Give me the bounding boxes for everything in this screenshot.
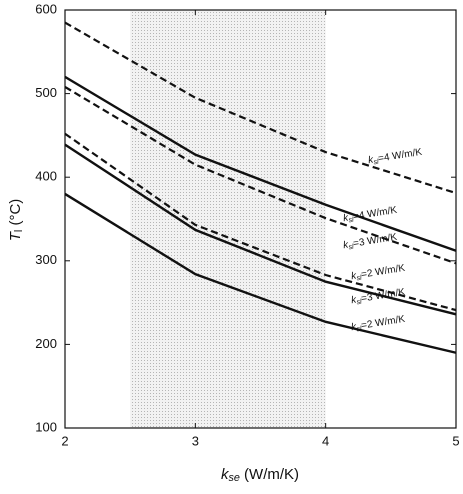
solid-line xyxy=(64,143,457,316)
dashed-line xyxy=(64,85,457,265)
dashed-line xyxy=(64,132,457,312)
plot-frame xyxy=(64,9,457,429)
x-axis-title: kse (W/m/K) xyxy=(221,466,299,484)
solid-line xyxy=(64,75,457,252)
y-axis-title: Tl (°C) xyxy=(7,199,25,242)
x-tick-label: 5 xyxy=(452,433,459,448)
y-tick-label: 100 xyxy=(35,419,57,434)
series-label: ksl=4 W/m/K xyxy=(342,204,398,225)
series-label: ksl=3 W/m/K xyxy=(342,231,398,252)
series-label: ksl=4 W/m/K xyxy=(367,146,423,167)
solid-line xyxy=(64,192,457,354)
x-tick-label: 4 xyxy=(322,433,329,448)
shaded-region xyxy=(130,10,326,428)
series-label: ksl=2 W/m/K xyxy=(350,313,406,334)
y-tick-label: 200 xyxy=(35,336,57,351)
x-tick-label: 3 xyxy=(192,433,199,448)
y-tick-label: 400 xyxy=(35,169,57,184)
series-label: ksl=2 W/m/K xyxy=(350,262,406,283)
x-tick-label: 2 xyxy=(61,433,68,448)
dashed-line xyxy=(64,21,457,195)
y-tick-label: 600 xyxy=(35,1,57,16)
y-tick-label: 300 xyxy=(35,252,57,267)
y-tick-label: 500 xyxy=(35,85,57,100)
